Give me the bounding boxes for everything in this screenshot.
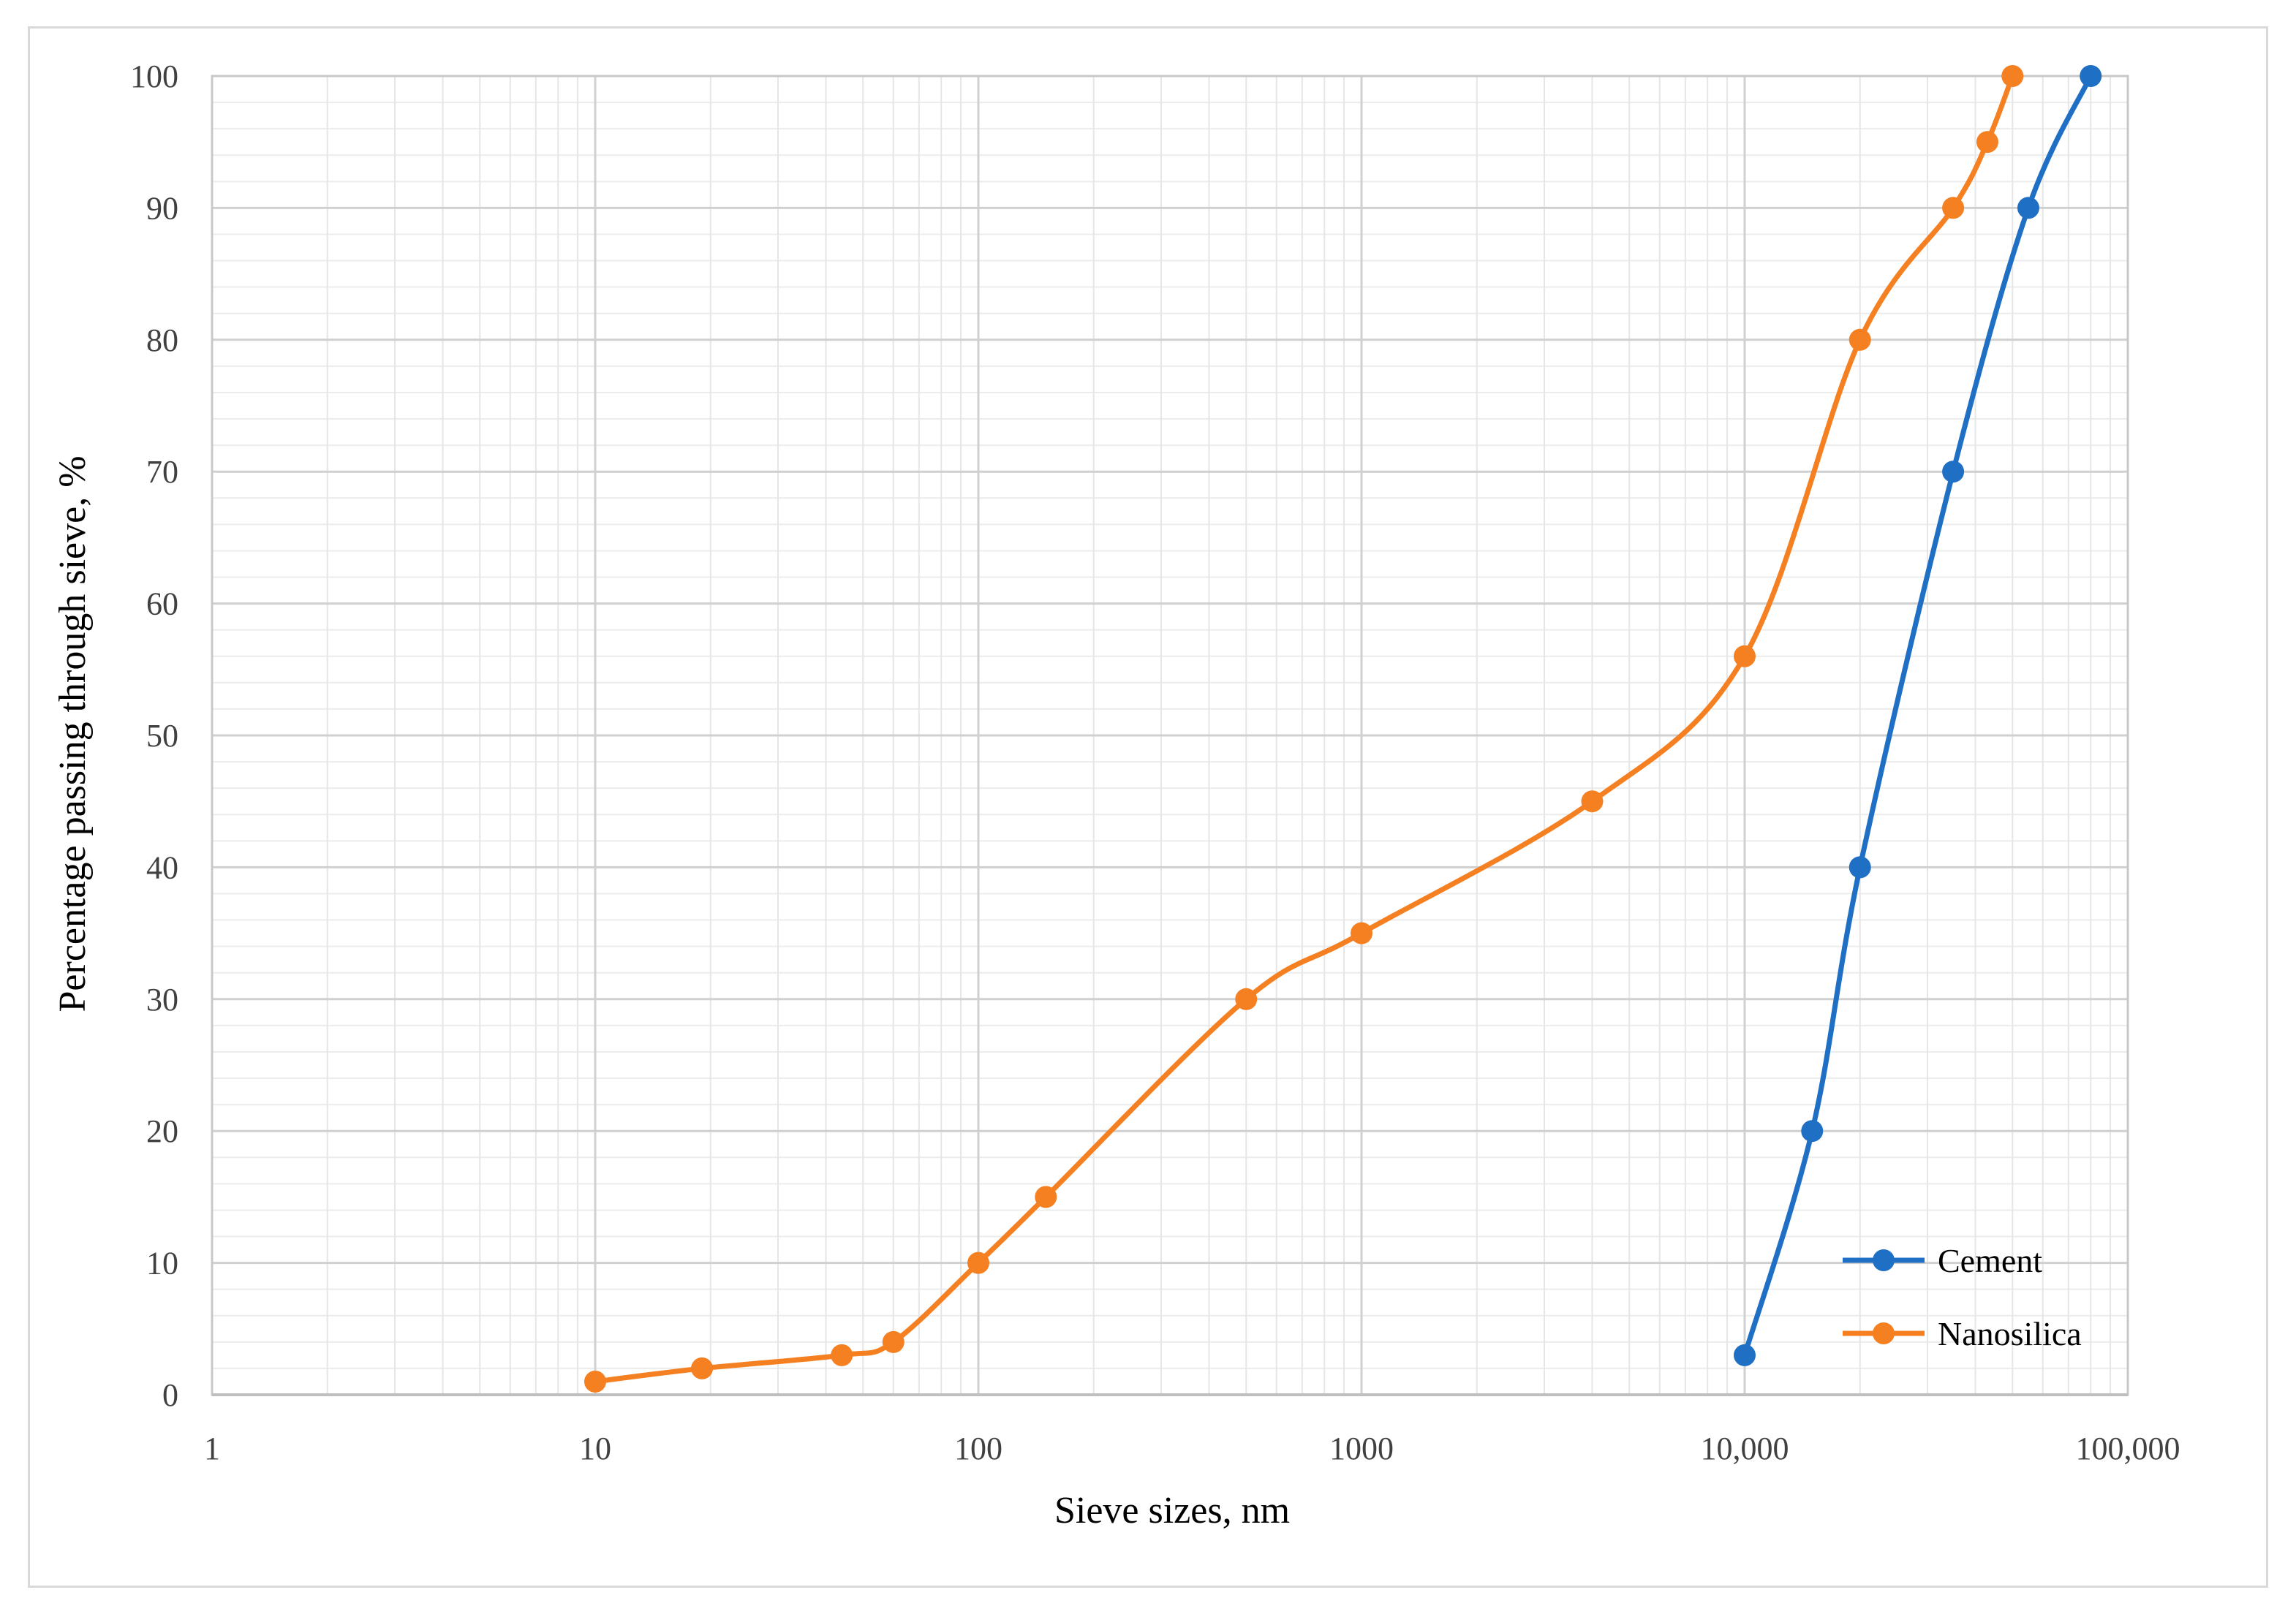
- data-point-nanosilica: [1976, 131, 1998, 154]
- y-tick-label: 50: [146, 718, 178, 754]
- data-point-nanosilica: [882, 1330, 905, 1353]
- data-point-nanosilica: [584, 1370, 606, 1393]
- data-point-nanosilica: [1581, 790, 1604, 813]
- data-point-nanosilica: [691, 1357, 714, 1379]
- data-point-nanosilica: [1351, 922, 1372, 944]
- data-point-nanosilica: [831, 1344, 853, 1366]
- legend: Cement Nanosilica: [1843, 1242, 2082, 1352]
- x-tick-label: 1: [204, 1431, 220, 1466]
- y-tick-label: 60: [146, 586, 178, 622]
- y-axis-title: Percentage passing through sieve, %: [52, 455, 94, 1012]
- y-tick-label: 70: [146, 454, 178, 490]
- y-tick-label: 0: [162, 1377, 178, 1413]
- legend-marker-nanosilica: [1873, 1322, 1895, 1344]
- legend-marker-cement: [1873, 1249, 1895, 1271]
- legend-label-nanosilica: Nanosilica: [1938, 1315, 2082, 1352]
- y-tick-label: 100: [130, 58, 178, 94]
- data-point-cement: [2017, 197, 2039, 219]
- data-point-nanosilica: [2001, 65, 2024, 87]
- data-point-cement: [1942, 461, 1965, 483]
- x-tick-label: 100: [954, 1431, 1002, 1466]
- data-point-cement: [1848, 856, 1871, 879]
- data-point-nanosilica: [1035, 1186, 1057, 1208]
- legend-label-cement: Cement: [1938, 1242, 2042, 1279]
- x-tick-label: 1000: [1329, 1431, 1394, 1466]
- data-point-cement: [1801, 1120, 1824, 1143]
- y-tick-label: 90: [146, 190, 178, 226]
- data-point-nanosilica: [1235, 988, 1258, 1010]
- data-point-nanosilica: [1734, 645, 1756, 667]
- x-tick-label: 10: [579, 1431, 611, 1466]
- data-point-cement: [2080, 65, 2102, 87]
- grid-layer: [211, 75, 2129, 1396]
- series-line-cement: [1742, 73, 2093, 1358]
- x-tick-label: 100,000: [2076, 1431, 2180, 1466]
- y-tick-label: 80: [146, 322, 178, 358]
- data-point-nanosilica: [967, 1251, 989, 1274]
- series-layer: [584, 65, 2102, 1393]
- y-tick-label: 40: [146, 849, 178, 885]
- y-tick-label: 30: [146, 982, 178, 1018]
- y-tick-label: 20: [146, 1113, 178, 1149]
- data-point-cement: [1734, 1344, 1756, 1366]
- data-point-nanosilica: [1848, 328, 1871, 351]
- y-tick-label: 10: [146, 1246, 178, 1281]
- x-axis-title: Sieve sizes, nm: [1054, 1490, 1290, 1531]
- x-tick-label: 10,000: [1701, 1431, 1789, 1466]
- data-point-nanosilica: [1942, 197, 1965, 219]
